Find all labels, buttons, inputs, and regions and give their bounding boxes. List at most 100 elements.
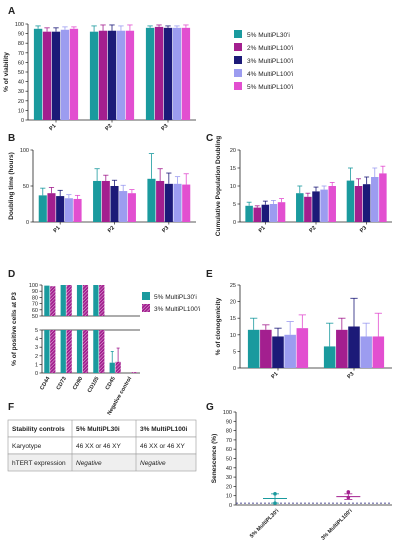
panel-c-y-tick-label: 5	[233, 202, 236, 208]
panel-a-bar	[116, 30, 126, 120]
panel-d-y-tick-label: 100	[29, 283, 38, 289]
panel-b-bar	[93, 180, 102, 222]
panel-a-bar	[69, 28, 79, 120]
panel-b-y-tick-label: 50	[23, 184, 29, 190]
panel-g-point	[273, 492, 277, 496]
panel-f-table: Stability controls 5% MultiPL30i 3% MultiP…	[7, 419, 197, 472]
panel-b-bar	[56, 196, 65, 222]
panel-b-y-tick-label: 0	[26, 220, 29, 226]
panel-c-bar	[253, 207, 261, 222]
panel-a-y-tick-label: 30	[18, 89, 24, 95]
panel-e-x-tick-label: P3	[346, 371, 355, 380]
panel-e-bar	[360, 336, 372, 368]
panel-c-x-tick-label: P2	[308, 225, 317, 234]
panel-b-bar	[127, 193, 136, 222]
legend-swatch	[234, 82, 242, 90]
panel-a-bar	[172, 27, 182, 121]
panel-label-a: A	[8, 6, 15, 17]
panel-c-bar	[304, 196, 312, 222]
panel-d-bar-lower	[76, 330, 83, 373]
panel-d-x-tick-label: CD73	[56, 376, 68, 391]
panel-c-x-tick-label: P3	[359, 225, 368, 234]
panel-a-bar	[154, 26, 164, 121]
panel-e-x-tick-label: P1	[270, 371, 279, 380]
panel-d-bar-lower	[50, 330, 56, 373]
legend-label: 2% MultiPL100'i	[247, 45, 293, 52]
panel-a-bar	[181, 27, 191, 121]
panel-label-g: G	[206, 402, 214, 413]
panel-a-x-tick-label: P3	[160, 123, 169, 132]
panel-d-bar-lower	[60, 330, 66, 373]
panel-c-x-tick-label: P1	[258, 225, 267, 234]
panel-b-plot: 0 50 100 Doubling time (hours) P1 P2 P3	[8, 148, 196, 234]
panel-e-y-tick-label: 5	[233, 349, 236, 355]
legend-label: 5% MultiPL100'i	[247, 84, 293, 91]
panel-g-y-tick-label: 40	[226, 466, 232, 472]
table-header-cell: 3% MultiPL100i	[140, 426, 188, 433]
panel-label-f: F	[8, 402, 14, 413]
panel-a-bar	[145, 27, 155, 121]
panel-e-bar	[272, 336, 284, 368]
panel-d-y-tick-label: 5	[35, 328, 38, 334]
panel-e-plot: 0 5 10 15 20 25 % of clonogenicity P1 P3	[215, 283, 392, 380]
table-cell: Negative	[76, 460, 102, 467]
panel-a-bar	[51, 31, 61, 120]
panel-d-bar-lower	[99, 330, 105, 373]
panel-c-y-tick-label: 15	[230, 166, 236, 172]
panel-a-y-tick-label: 70	[18, 51, 24, 57]
panel-d-bar-upper	[66, 285, 72, 316]
panel-a-x-tick-label: P1	[48, 123, 57, 132]
panel-d-y-tick-label: 1	[35, 362, 38, 368]
legend-swatch	[234, 30, 242, 38]
panel-label-d: D	[8, 269, 15, 280]
panel-a-bar	[163, 27, 173, 121]
panel-b-bar	[156, 180, 165, 222]
panel-d-bar-upper	[60, 285, 66, 316]
panel-a-y-tick-label: 100	[15, 22, 24, 28]
panel-e-bar	[348, 326, 360, 368]
panel-g-x-tick-label: 3% MultiPL100'i	[320, 508, 354, 542]
panel-label-c: C	[206, 133, 213, 144]
panel-a-y-tick-label: 40	[18, 80, 24, 86]
panel-b-bar	[164, 183, 173, 222]
panel-e-y-tick-label: 10	[230, 333, 236, 339]
legend-swatch	[234, 56, 242, 64]
panel-d-bar-lower	[93, 330, 99, 373]
panel-b-bar	[47, 193, 56, 222]
panel-g-y-tick-label: 20	[226, 484, 232, 490]
panel-g-y-axis-label: Senescence (%)	[211, 434, 218, 484]
panel-a-y-tick-label: 20	[18, 99, 24, 105]
panel-c-bar	[354, 186, 363, 222]
legend-swatch	[142, 304, 150, 312]
panel-d-bar-upper	[44, 285, 50, 316]
panel-b-bar	[182, 184, 191, 222]
panel-a-bar	[33, 28, 43, 120]
panel-c-bar	[245, 205, 253, 222]
panel-b-x-tick-label: P1	[53, 225, 62, 234]
legend-swatch	[142, 292, 150, 300]
table-cell: Karyotype	[12, 443, 42, 450]
panel-b-x-tick-label: P3	[161, 225, 170, 234]
panel-d-bar	[131, 372, 138, 373]
panel-d-y-tick-label: 60	[32, 308, 38, 314]
panel-d-bar	[109, 362, 115, 373]
panel-b-bar	[101, 180, 110, 222]
panel-g-plot: 0 10 20 30 40 50 60 70 80 90 100 Senescence (%) 5% M…	[211, 410, 392, 542]
panel-e-y-tick-label: 0	[233, 366, 236, 372]
panel-g-point	[273, 501, 277, 505]
panel-e-bar	[296, 328, 309, 368]
panel-d-bar-lower	[82, 330, 89, 373]
table-header-cell: 5% MultiPL30i	[76, 426, 120, 433]
panel-e-bar	[323, 346, 336, 368]
panel-c-y-tick-label: 20	[230, 148, 236, 154]
panel-g-y-tick-label: 80	[226, 429, 232, 435]
panel-g-x-tick-label: 5% MultiPL30'i	[249, 508, 281, 540]
panel-g-y-tick-label: 70	[226, 438, 232, 444]
panel-c-bar	[346, 180, 355, 222]
panel-g-y-tick-label: 50	[226, 457, 232, 463]
panel-b-bar	[110, 186, 119, 222]
legend-label: 5% MultiPL30'i	[154, 294, 197, 301]
panel-a-bar	[42, 31, 52, 120]
